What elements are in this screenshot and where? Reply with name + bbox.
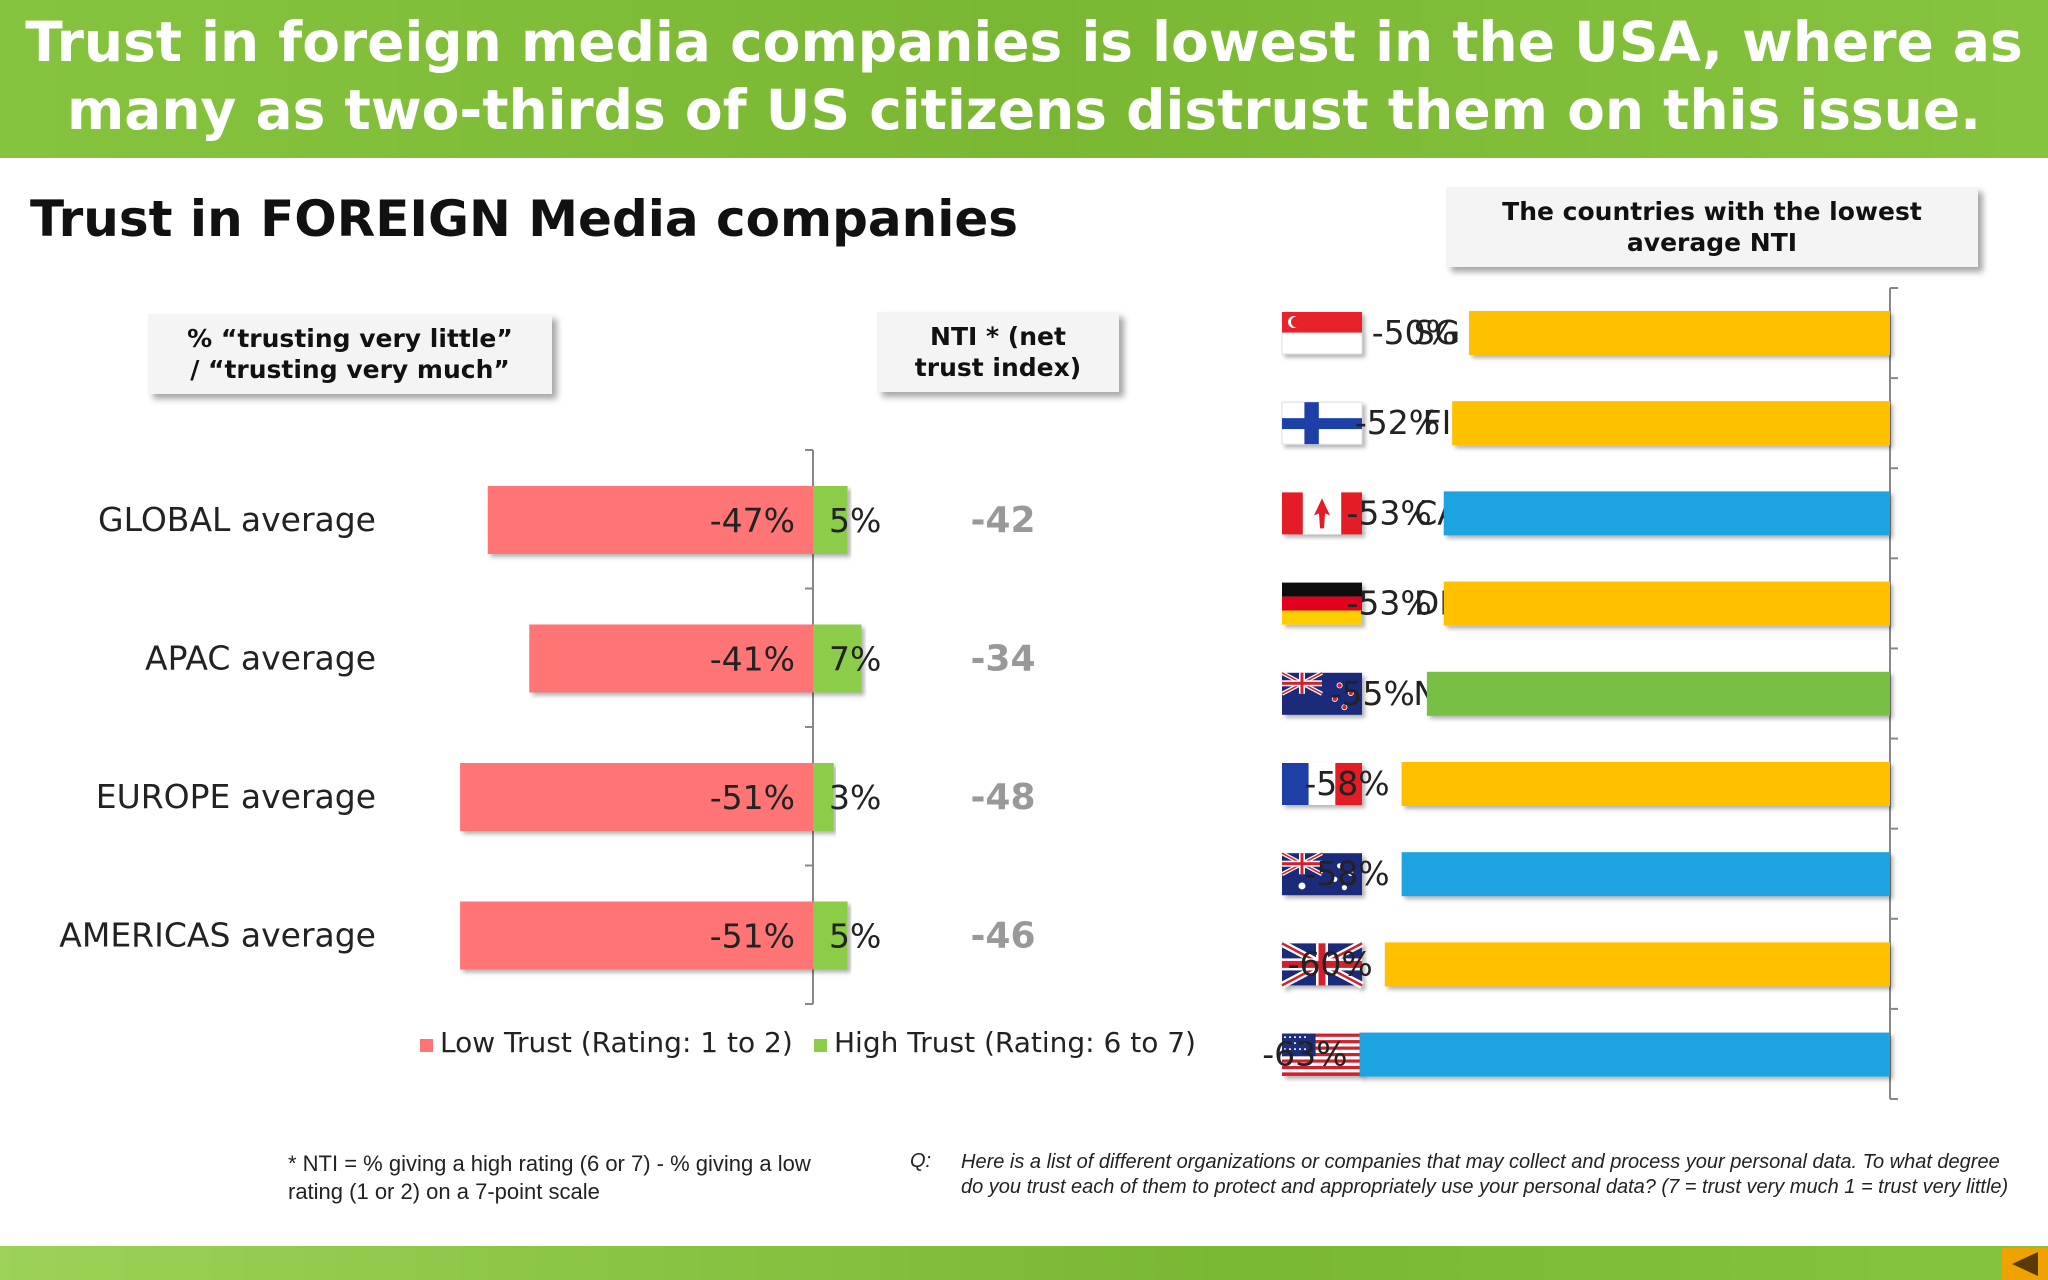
low-trust-bar — [529, 624, 813, 693]
flag-au-icon — [1281, 851, 1362, 896]
low-trust-bar — [460, 901, 813, 970]
country-nti-chart: SG-50%FI-52%CA-53%DE-53%NZ-55%FR-58%AU-5… — [1262, 287, 1898, 1100]
flag-nz-icon — [1281, 671, 1362, 715]
high-trust-bar — [813, 624, 862, 693]
nti-value: -34 — [970, 639, 1035, 680]
low-trust-bar — [460, 763, 813, 831]
high-trust-value-label: 3% — [829, 778, 881, 817]
high-trust-value-label: 7% — [829, 640, 881, 679]
legend-low-trust-label: Low Trust (Rating: 1 to 2) — [440, 1026, 793, 1059]
country-nti-bar — [1401, 852, 1890, 897]
legend-high-trust-label: High Trust (Rating: 6 to 7) — [834, 1026, 1196, 1059]
category-label: APAC average — [145, 639, 376, 678]
low-trust-value-label: -47% — [710, 501, 795, 540]
footer-bar — [0, 1246, 2048, 1280]
question-text: Here is a list of different organization… — [961, 1151, 2009, 1198]
category-label: GLOBAL average — [98, 500, 376, 539]
country-nti-bar — [1469, 311, 1890, 355]
low-trust-value-label: -41% — [710, 640, 795, 679]
left-chart-label: % “trusting very little” / “trusting ver… — [187, 324, 513, 384]
low-trust-value-label: -51% — [710, 917, 795, 956]
right-chart-label: The countries with the lowest average NT… — [1502, 197, 1922, 257]
country-nti-value-label: -58% — [1304, 854, 1389, 893]
country-nti-value-label: -50% — [1372, 313, 1457, 352]
country-nti-bar — [1443, 581, 1890, 626]
regional-trust-chart: GLOBAL average -47% 5% -42 APAC average -41% 7… — [59, 449, 1196, 1059]
country-nti-bar — [1452, 401, 1890, 446]
question-label: Q: — [910, 1150, 932, 1172]
country-label: FI — [1423, 403, 1452, 442]
country-nti-bar — [1426, 671, 1890, 716]
country-nti-value-label: -53% — [1346, 493, 1431, 532]
arrow-left-icon — [2012, 1252, 2038, 1276]
previous-slide-button[interactable] — [2002, 1248, 2048, 1280]
high-trust-bar — [813, 901, 848, 970]
country-nti-bar — [1401, 762, 1890, 806]
country-nti-value-label: -63% — [1262, 1035, 1347, 1074]
nti-footnote: * NTI = % giving a high rating (6 or 7) … — [288, 1151, 811, 1204]
country-nti-bar — [1443, 491, 1890, 536]
high-trust-value-label: 5% — [829, 917, 881, 956]
flag-sg-icon — [1281, 312, 1363, 355]
headline-text: Trust in foreign media companies is lowe… — [25, 10, 2023, 142]
category-label: AMERICAS average — [59, 916, 376, 955]
country-nti-value-label: -60% — [1288, 944, 1373, 983]
headline-banner: Trust in foreign media companies is lowe… — [0, 0, 2048, 158]
left-chart-label-box: % “trusting very little” / “trusting ver… — [148, 314, 552, 394]
country-nti-value-label: -58% — [1304, 764, 1389, 803]
country-nti-bar — [1384, 942, 1890, 987]
low-trust-value-label: -51% — [710, 778, 795, 817]
high-trust-value-label: 5% — [829, 501, 881, 540]
country-nti-value-label: -53% — [1346, 584, 1431, 623]
country-nti-value-label: -55% — [1330, 674, 1415, 713]
country-nti-bar — [1359, 1032, 1890, 1077]
country-nti-value-label: -52% — [1355, 403, 1440, 442]
legend-low-trust-swatch — [420, 1039, 433, 1052]
charts-canvas: GLOBAL average -47% 5% -42 APAC average -41% 7… — [59, 287, 1898, 1100]
nti-value: -46 — [970, 916, 1035, 957]
high-trust-bar — [813, 486, 848, 554]
category-label: EUROPE average — [96, 777, 376, 816]
flag-de-icon — [1282, 582, 1362, 625]
flag-fi-icon — [1281, 401, 1363, 445]
nti-label-box: NTI * (net trust index) — [877, 312, 1119, 392]
flag-us-icon — [1282, 1033, 1362, 1076]
low-trust-bar — [487, 486, 813, 554]
nti-value: -42 — [970, 500, 1035, 541]
nti-label: NTI * (net trust index) — [914, 322, 1082, 382]
flag-fr-icon — [1282, 763, 1362, 805]
nti-value: -48 — [970, 777, 1035, 818]
country-label: SG — [1414, 313, 1461, 352]
flag-uk-icon — [1280, 940, 1364, 989]
high-trust-bar — [813, 763, 834, 831]
flag-ca-icon — [1282, 492, 1362, 535]
section-title: Trust in FOREIGN Media companies — [30, 190, 1019, 248]
right-chart-label-box: The countries with the lowest average NT… — [1446, 187, 1978, 267]
legend-high-trust-swatch — [814, 1039, 827, 1052]
